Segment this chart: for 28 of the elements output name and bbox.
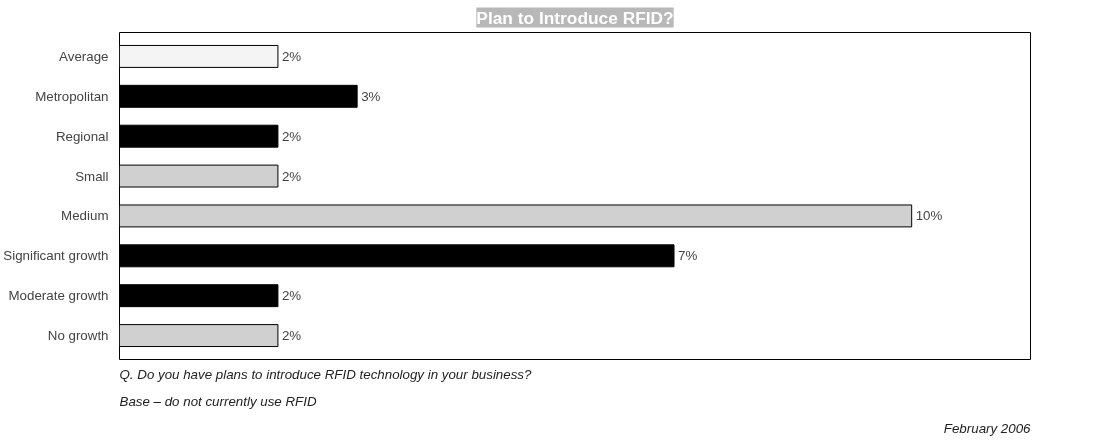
text: Base – do not currently use RFID xyxy=(119,393,317,409)
text: February 2006 xyxy=(943,420,1032,436)
data-label: 2% xyxy=(281,288,302,304)
data-label: 7% xyxy=(678,248,698,264)
y-tick-label: No growth xyxy=(47,328,109,344)
data-label: 10% xyxy=(915,208,943,224)
y-tick-label: Significant growth xyxy=(3,248,109,264)
y-tick-label: Metropolitan xyxy=(35,88,109,104)
chart-title: Plan to Introduce RFID? xyxy=(476,7,674,28)
bar xyxy=(119,204,913,228)
data-label: 2% xyxy=(281,48,302,64)
bar xyxy=(119,84,358,108)
y-tick-label: Small xyxy=(75,168,109,184)
y-tick-label: Average xyxy=(59,48,109,64)
bar xyxy=(119,244,675,268)
bar xyxy=(119,124,279,148)
bar xyxy=(119,164,279,188)
bar xyxy=(119,44,279,68)
data-label: 3% xyxy=(361,88,381,104)
data-label: 2% xyxy=(281,328,302,344)
data-label: 2% xyxy=(281,128,302,144)
y-tick-label: Moderate growth xyxy=(8,288,109,304)
y-tick-label: Medium xyxy=(61,208,109,224)
data-label: 2% xyxy=(281,168,302,184)
bar xyxy=(119,284,279,308)
bar xyxy=(119,324,279,348)
text: Q. Do you have plans to introduce RFID technology in your business? xyxy=(119,366,532,382)
y-tick-label: Regional xyxy=(55,128,109,144)
